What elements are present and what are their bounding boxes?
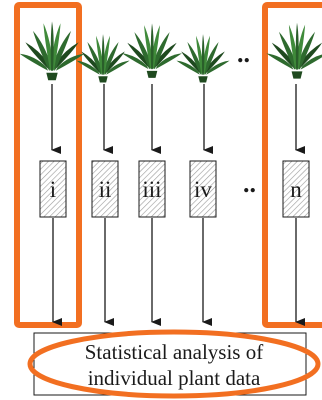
sample-box-ii: ii — [91, 160, 119, 218]
analysis-highlight-ellipse — [27, 329, 321, 399]
sample-box-i: i — [39, 160, 67, 218]
ellipsis-middle: .. — [243, 169, 256, 198]
highlight-frame-first — [14, 2, 82, 328]
sample-label-iii: iii — [142, 177, 161, 202]
analysis-line-1: Statistical analysis of — [85, 340, 263, 364]
plant-icon-4 — [176, 34, 230, 83]
sample-box-n: n — [282, 160, 310, 218]
sample-label-n: n — [290, 177, 302, 202]
plant-icon-1 — [19, 21, 85, 81]
sample-label-ii: ii — [99, 177, 112, 202]
plant-icon-2 — [76, 34, 130, 83]
analysis-line-2: individual plant data — [88, 366, 261, 390]
plant-icon-5 — [266, 22, 322, 79]
sample-label-i: i — [50, 177, 56, 202]
ellipsis-top: .. — [237, 39, 250, 68]
sample-label-iv: iv — [194, 177, 212, 202]
plant-icon-3 — [122, 23, 182, 78]
sample-box-iv: iv — [189, 160, 217, 218]
sample-box-iii: iii — [138, 160, 166, 218]
